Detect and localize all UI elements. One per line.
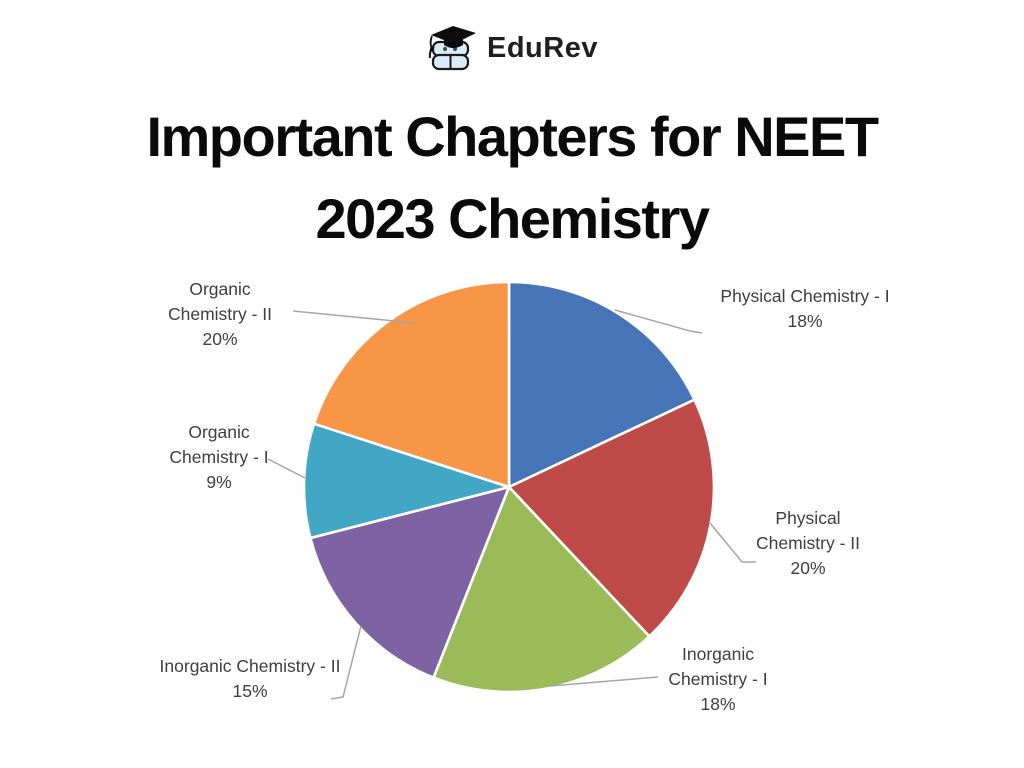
- slice-label-line: Inorganic: [682, 644, 754, 664]
- pie-slice-inorganic-chemistry-ii: [309, 485, 511, 679]
- slice-label-line: Physical: [775, 508, 841, 528]
- edurev-books-cap-icon: [428, 26, 476, 71]
- slice-label-inorganic-chemistry-2: Inorganic Chemistry - II 15%: [115, 654, 385, 704]
- slice-label-physical-chemistry-2: Physical Chemistry - II 20%: [723, 506, 893, 581]
- slice-label-pct: 18%: [787, 311, 823, 331]
- pie-slice-physical-chemistry-ii: [507, 398, 716, 638]
- slice-label-physical-chemistry-1: Physical Chemistry - I 18%: [660, 284, 950, 334]
- title-line-1: Important Chapters for NEET: [146, 105, 879, 168]
- slice-label-inorganic-chemistry-1: Inorganic Chemistry - I 18%: [633, 642, 803, 717]
- leader-line-inorganic-chemistry-ii: [330, 625, 362, 700]
- leader-line-inorganic-chemistry-i: [549, 676, 659, 687]
- leader-line-physical-chemistry-ii: [709, 522, 756, 563]
- slice-label-organic-chemistry-1: Organic Chemistry - I 9%: [134, 420, 304, 495]
- slice-label-pct: 9%: [206, 472, 232, 492]
- title-line-2: 2023 Chemistry: [315, 187, 710, 250]
- edurev-logo: EduRev: [0, 22, 1024, 74]
- leader-line-organic-chemistry-ii: [292, 310, 416, 324]
- slice-label-line: Physical Chemistry - I: [720, 286, 890, 306]
- leader-line-physical-chemistry-i: [614, 309, 703, 334]
- slice-label-line: Chemistry - II: [167, 304, 273, 324]
- slice-label-line: Organic: [189, 279, 251, 299]
- pie-slice-physical-chemistry-i: [507, 280, 696, 489]
- leader-line-organic-chemistry-i: [267, 458, 306, 479]
- slice-label-line: Chemistry - I: [668, 669, 768, 689]
- slice-label-pct: 15%: [232, 681, 268, 701]
- slice-label-line: Inorganic Chemistry - II: [159, 656, 341, 676]
- slice-label-line: Organic: [188, 422, 250, 442]
- slice-label-line: Chemistry - I: [169, 447, 269, 467]
- slice-label-organic-chemistry-2: Organic Chemistry - II 20%: [135, 277, 305, 352]
- slice-label-line: Chemistry - II: [755, 533, 861, 553]
- slice-label-pct: 20%: [202, 329, 238, 349]
- slice-label-pct: 20%: [790, 558, 826, 578]
- slice-label-pct: 18%: [700, 694, 736, 714]
- pie-slice-inorganic-chemistry-i: [432, 485, 651, 694]
- edurev-brand-name: EduRev: [487, 31, 598, 64]
- pie-slice-organic-chemistry-i: [302, 422, 511, 540]
- page-title: Important Chapters for NEET 2023 Chemist…: [0, 96, 1024, 260]
- pie-slice-organic-chemistry-ii: [312, 280, 511, 489]
